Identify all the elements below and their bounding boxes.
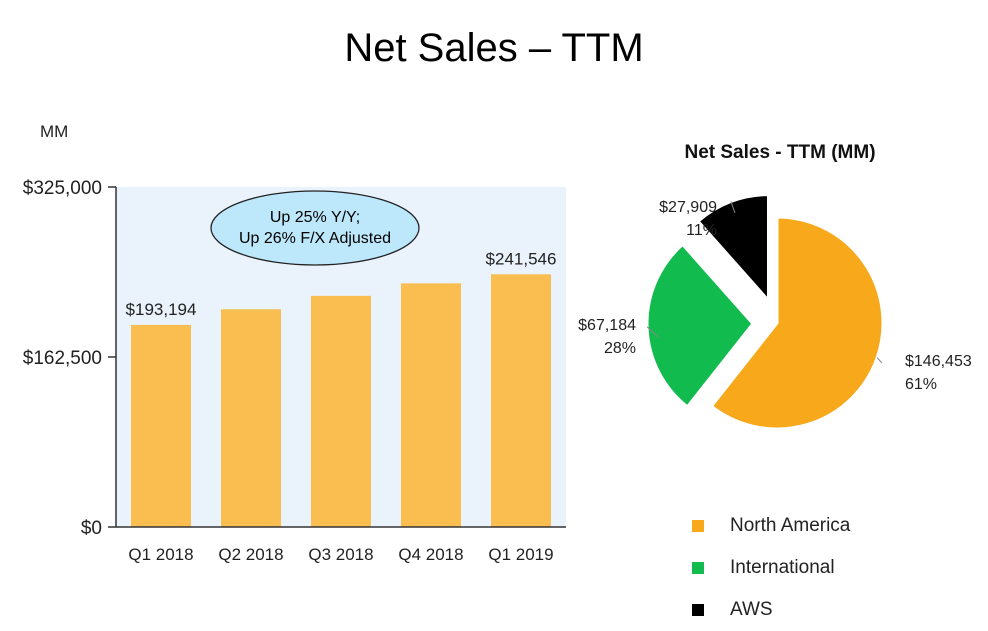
callout-line-1: Up 25% Y/Y; — [270, 209, 360, 226]
bar — [401, 283, 461, 527]
legend-item-north-america: North America — [692, 505, 850, 547]
legend-label: AWS — [730, 599, 773, 620]
page-title: Net Sales – TTM — [344, 26, 644, 70]
legend-label: International — [730, 557, 835, 578]
y-ticks-group: $0 $162,500 $325,000 — [23, 178, 116, 539]
legend-label: North America — [730, 515, 851, 536]
y-tick-label: $162,500 — [23, 348, 102, 369]
x-tick-label: Q1 2019 — [488, 545, 553, 564]
callout: Up 25% Y/Y; Up 26% F/X Adjusted — [210, 190, 420, 266]
bar-data-label: $241,546 — [486, 249, 557, 268]
pie-chart-title: Net Sales - TTM (MM) — [684, 142, 876, 163]
pie-percent-label: 11% — [686, 222, 717, 239]
legend-swatch-north-america — [692, 520, 704, 532]
x-tick-label: Q3 2018 — [308, 545, 373, 564]
bar-data-label: $193,194 — [126, 300, 197, 319]
pie-value-label: $146,453 — [905, 353, 972, 370]
legend: North America International AWS — [692, 505, 850, 631]
legend-item-international: International — [692, 547, 850, 589]
pie-labels-group: $146,453 61% $67,184 28% $27,909 11% — [578, 199, 972, 393]
pie-leader-line — [646, 326, 659, 338]
pie-leader-line — [730, 201, 736, 214]
pie-percent-label: 61% — [905, 376, 937, 393]
y-tick-label: $0 — [81, 518, 102, 539]
pie-slice-north-america — [709, 215, 885, 431]
pie-value-label: $27,909 — [659, 199, 717, 216]
legend-swatch-aws — [692, 604, 704, 616]
callout-line-2: Up 26% F/X Adjusted — [239, 230, 391, 247]
pie-value-label: $67,184 — [578, 317, 636, 334]
bar — [491, 274, 551, 527]
bars-group — [131, 274, 551, 527]
units-label: MM — [40, 122, 69, 141]
bar — [131, 324, 191, 527]
data-labels-group: $193,194 $241,546 — [126, 249, 557, 319]
bar — [221, 309, 281, 527]
x-tick-label: Q1 2018 — [128, 545, 193, 564]
x-tick-label: Q4 2018 — [398, 545, 463, 564]
pie-percent-label: 28% — [604, 340, 636, 357]
legend-item-aws: AWS — [692, 589, 850, 631]
x-tick-label: Q2 2018 — [218, 545, 283, 564]
x-labels-group: Q1 2018 Q2 2018 Q3 2018 Q4 2018 Q1 2019 — [128, 545, 553, 564]
y-tick-label: $325,000 — [23, 178, 102, 199]
pie-leader-line — [876, 357, 883, 364]
callout-bubble — [210, 190, 420, 266]
legend-swatch-international — [692, 562, 704, 574]
pie-slices-group — [645, 193, 885, 431]
bar — [311, 295, 371, 527]
